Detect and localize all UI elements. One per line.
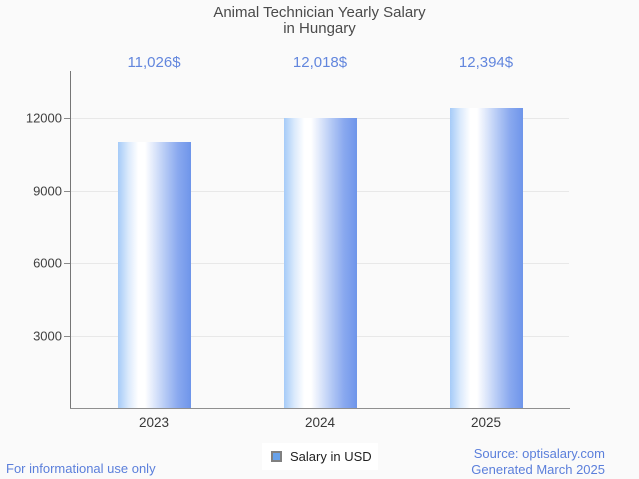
chart-title-line-1: Animal Technician Yearly Salary bbox=[213, 4, 426, 21]
bar-value-label-2025: 12,394$ bbox=[458, 54, 514, 71]
y-axis-tick bbox=[64, 118, 70, 119]
legend-label: Salary in USD bbox=[290, 449, 372, 464]
y-axis-tick bbox=[64, 263, 70, 264]
chart-title: Animal Technician Yearly Salary in Hunga… bbox=[0, 5, 639, 37]
salary-bar-2025[interactable] bbox=[449, 108, 523, 408]
source-link[interactable]: Source: optisalary.com bbox=[473, 446, 605, 461]
bar-value-label-2024: 12,018$ bbox=[292, 54, 348, 71]
footer-source-block: Source: optisalary.com Generated March 2… bbox=[471, 446, 605, 477]
y-axis-label: 12000 bbox=[25, 110, 62, 126]
legend-swatch-icon bbox=[271, 451, 282, 462]
y-axis-tick bbox=[64, 190, 70, 192]
x-axis-label-2025: 2025 bbox=[470, 415, 502, 430]
x-axis-label-2023: 2023 bbox=[138, 415, 170, 430]
disclaimer-text: For informational use only bbox=[6, 461, 156, 476]
chart-title-line-2: in Hungary bbox=[283, 20, 356, 37]
salary-bar-2024[interactable] bbox=[283, 117, 357, 408]
generated-text: Generated March 2025 bbox=[471, 461, 605, 477]
y-axis-label: 6000 bbox=[33, 255, 62, 271]
y-axis-label: 9000 bbox=[33, 183, 62, 198]
x-axis-line bbox=[70, 408, 570, 409]
salary-bar-2023[interactable] bbox=[117, 141, 191, 408]
x-axis-label-2024: 2024 bbox=[304, 415, 336, 430]
bar-value-label-2023: 11,026$ bbox=[127, 54, 181, 71]
y-axis-label: 3000 bbox=[33, 328, 62, 343]
legend-item-salary-in-usd[interactable]: Salary in USD bbox=[262, 443, 378, 470]
y-axis-line bbox=[70, 71, 71, 409]
y-axis-tick bbox=[64, 335, 70, 337]
